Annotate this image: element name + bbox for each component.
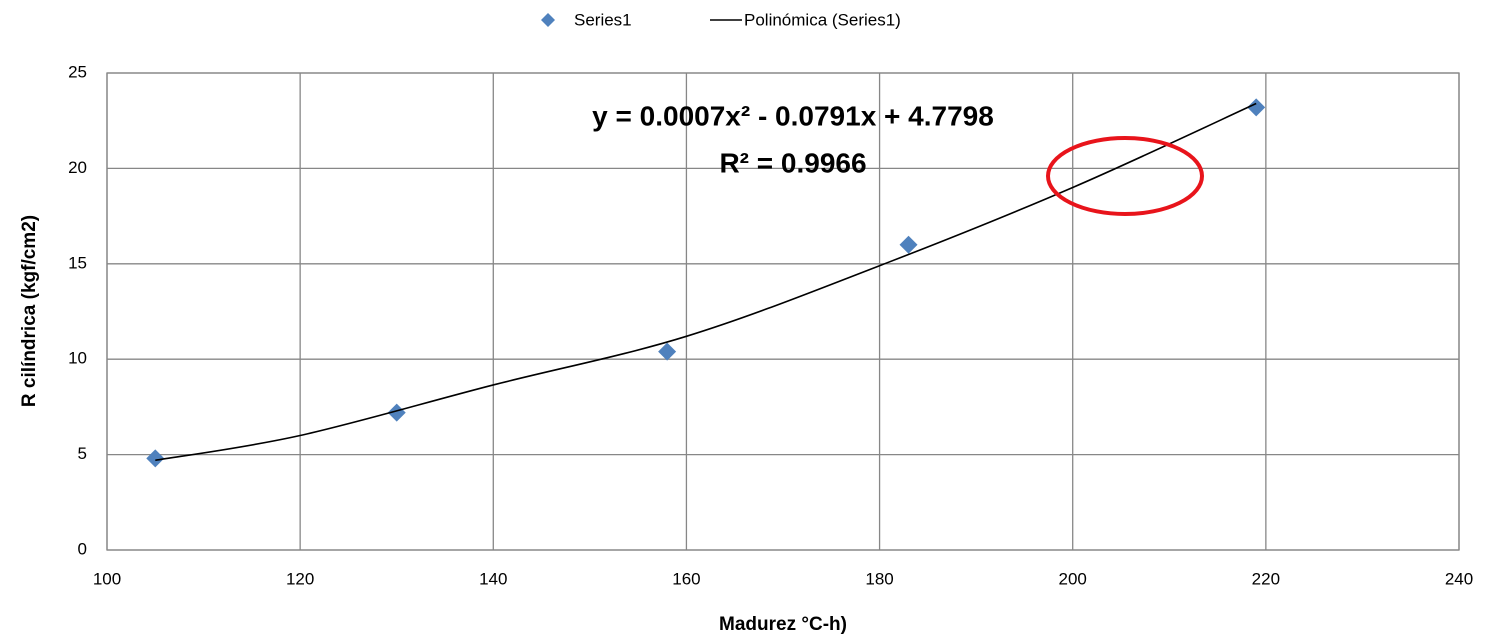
y-tick-label: 25 xyxy=(68,62,87,81)
data-point xyxy=(899,235,918,254)
data-point xyxy=(658,342,677,361)
highlight-ellipse xyxy=(1046,136,1204,216)
y-tick-label: 5 xyxy=(78,444,87,463)
trendline xyxy=(155,102,1257,462)
x-tick-label: 120 xyxy=(286,569,314,588)
y-tick-label: 0 xyxy=(78,539,87,558)
y-tick-label: 15 xyxy=(68,253,87,272)
legend-marker xyxy=(541,13,555,27)
y-tick-label: 10 xyxy=(68,349,87,368)
legend-label: Series1 xyxy=(574,10,632,29)
r-squared: R² = 0.9966 xyxy=(719,147,866,178)
x-tick-label: 180 xyxy=(865,569,893,588)
marks xyxy=(146,98,1266,468)
legend: Series1 Polinómica (Series1) xyxy=(541,10,901,29)
equation: y = 0.0007x² - 0.0791x + 4.7798 xyxy=(592,100,994,131)
data-point xyxy=(1247,98,1266,117)
data-point xyxy=(146,449,165,468)
x-tick-label: 160 xyxy=(672,569,700,588)
x-tick-label: 140 xyxy=(479,569,507,588)
x-tick-label: 100 xyxy=(93,569,121,588)
x-tick-label: 220 xyxy=(1252,569,1280,588)
data-point xyxy=(387,403,406,422)
x-axis-title: Madurez °C-h) xyxy=(719,614,847,635)
plot-border xyxy=(106,72,1460,551)
x-tick-label: 240 xyxy=(1445,569,1473,588)
x-tick-label: 200 xyxy=(1059,569,1087,588)
grid: 0 5 10 15 20 25 100 120 140 160 180 200 220 240 xyxy=(68,62,1473,588)
legend-label: Polinómica (Series1) xyxy=(744,10,901,29)
y-axis-title: R cilíndrica (kgf/cm2) xyxy=(19,215,40,407)
y-tick-label: 20 xyxy=(68,158,87,177)
